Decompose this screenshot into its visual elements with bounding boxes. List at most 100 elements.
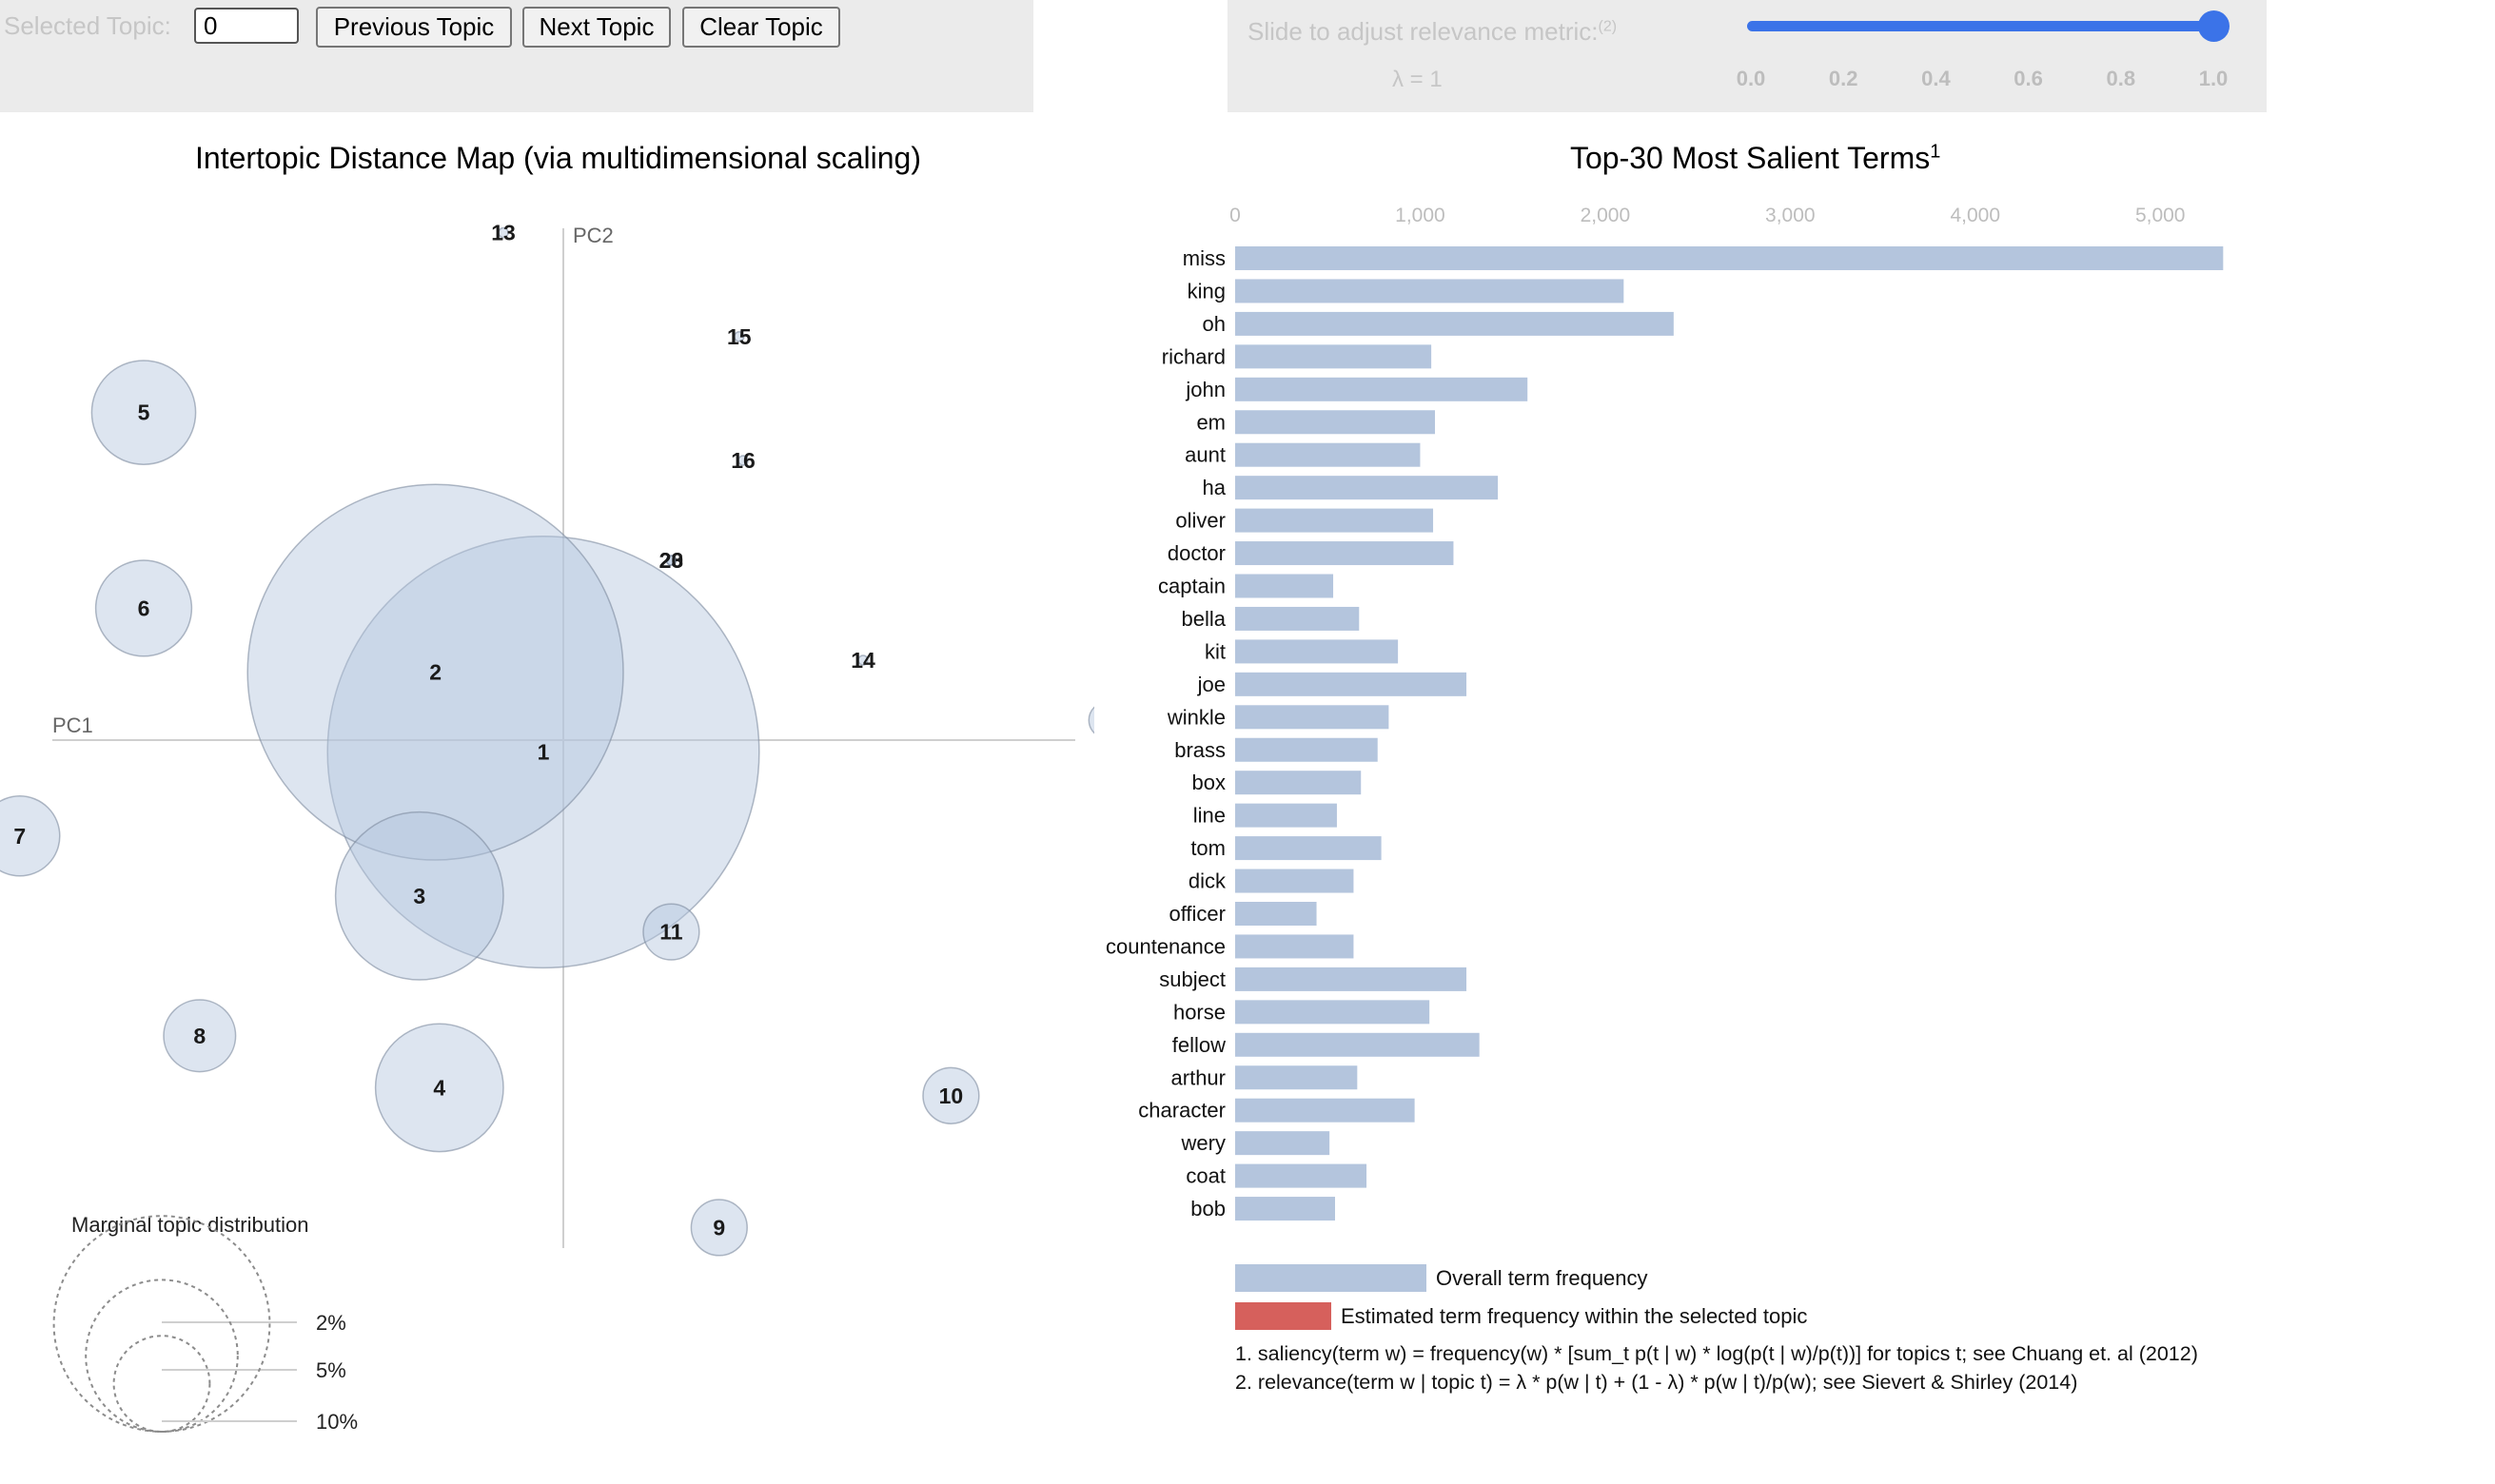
relevance-slider-label: Slide to adjust relevance metric:(2) (1248, 17, 1617, 47)
term-label: coat (1186, 1164, 1226, 1188)
relevance-slider-label-text: Slide to adjust relevance metric: (1248, 17, 1599, 46)
previous-topic-button[interactable]: Previous Topic (316, 7, 512, 48)
topic-label: 5 (138, 400, 150, 425)
term-label: captain (1158, 575, 1226, 598)
marginal-label: 10% (316, 1410, 358, 1434)
term-label: doctor (1168, 541, 1226, 565)
relevance-slider-handle[interactable] (2198, 10, 2230, 42)
x-tick-label: 2,000 (1581, 205, 1631, 226)
marginal-label: 5% (316, 1358, 346, 1382)
topic-label: 20 (659, 548, 684, 573)
term-label: horse (1173, 1000, 1226, 1024)
term-label: character (1138, 1099, 1226, 1123)
topic-bubble (1088, 706, 1094, 734)
term-label: oh (1203, 312, 1226, 336)
term-bar (1235, 246, 2224, 270)
slider-tick-label: 0.0 (1736, 67, 1766, 90)
term-bar (1235, 1032, 1480, 1057)
relevance-controls-panel (1228, 0, 2267, 112)
term-bar (1235, 508, 1434, 533)
marginal-label: 2% (316, 1311, 346, 1335)
term-label: countenance (1106, 934, 1226, 958)
legend-label-topic: Estimated term frequency within the sele… (1341, 1304, 1807, 1328)
topic-bubble (642, 903, 700, 961)
term-label: wery (1181, 1131, 1226, 1155)
term-label: joe (1197, 673, 1226, 696)
term-label: dick (1189, 869, 1227, 893)
clear-topic-button[interactable]: Clear Topic (682, 7, 840, 48)
slider-tick-label: 0.4 (1921, 67, 1951, 90)
topic-label: 9 (713, 1215, 725, 1240)
topic-bubble (90, 360, 197, 465)
salient-terms-title-footnote: 1 (1930, 141, 1941, 163)
topic-label: 2 (429, 660, 442, 685)
term-bar (1235, 803, 1337, 828)
term-bar (1235, 672, 1467, 696)
term-bar (1235, 934, 1354, 959)
topic-label: 3 (413, 884, 425, 908)
term-label: richard (1162, 344, 1226, 368)
salient-terms-bar-chart: 0 1,000 2,000 3,000 4,000 5,000 miss king oh rich… (1106, 205, 2224, 1394)
x-tick-label: 1,000 (1395, 205, 1445, 226)
pc2-axis-label: PC2 (573, 224, 614, 247)
topic-bubbles: 123456789101112131415162023 (0, 221, 1094, 1257)
topic-bubble (334, 810, 504, 981)
term-label: arthur (1171, 1065, 1226, 1089)
term-bar (1235, 771, 1362, 795)
topic-bubble (690, 1199, 748, 1257)
term-bar (1235, 639, 1399, 664)
topic-bubble (665, 555, 678, 566)
topic-controls-panel (0, 0, 1033, 112)
topic-label: 13 (491, 221, 516, 245)
topic-label: 10 (939, 1084, 964, 1108)
topic-label: 15 (727, 324, 752, 349)
term-label: winkle (1167, 705, 1226, 729)
topic-label: 23 (659, 548, 684, 573)
topic-bubble (857, 654, 869, 666)
slider-tick-label: 1.0 (2198, 67, 2229, 90)
topic-label: 8 (193, 1024, 206, 1048)
relevance-slider-track[interactable] (1747, 21, 2217, 31)
lambda-value: λ = 1 (1392, 67, 1443, 92)
topic-bubble (246, 483, 624, 861)
term-label: line (1193, 804, 1226, 828)
term-bar (1235, 442, 1421, 467)
marginal-circle (112, 1335, 211, 1433)
term-bar (1235, 476, 1499, 500)
term-label: tom (1190, 836, 1226, 860)
term-label: bella (1182, 607, 1227, 631)
topic-bubble (737, 455, 749, 466)
topic-label: 4 (433, 1075, 445, 1100)
term-label: miss (1183, 246, 1226, 270)
term-bar (1235, 737, 1378, 762)
term-bar (1235, 1131, 1330, 1156)
term-bar (1235, 1197, 1335, 1221)
term-bar (1235, 705, 1389, 730)
footnote-text: 1. saliency(term w) = frequency(w) * [su… (1235, 1342, 2198, 1365)
topic-bubble (498, 226, 509, 239)
selected-topic-input[interactable] (194, 8, 299, 44)
topic-label: 6 (138, 596, 150, 620)
marginal-title: Marginal topic distribution (71, 1213, 308, 1237)
legend-swatch-overall (1235, 1264, 1426, 1292)
next-topic-button[interactable]: Next Topic (522, 7, 671, 48)
term-bar (1235, 1098, 1415, 1123)
term-bar (1235, 1000, 1430, 1025)
term-label: brass (1174, 738, 1226, 762)
term-bar (1235, 410, 1435, 435)
topic-bubble (922, 1066, 980, 1124)
x-tick-label: 0 (1229, 205, 1241, 226)
topic-label: 1 (538, 740, 550, 765)
marginal-circle (85, 1279, 239, 1433)
term-label: john (1185, 378, 1226, 401)
term-bar (1235, 279, 1624, 303)
topic-label: 16 (731, 448, 756, 473)
term-label: box (1192, 771, 1226, 794)
term-label: king (1188, 279, 1226, 303)
topic-label: 7 (13, 824, 26, 849)
term-bar (1235, 967, 1467, 991)
term-bar (1235, 606, 1360, 631)
selected-topic-label: Selected Topic: (4, 11, 171, 40)
term-label: officer (1169, 902, 1226, 926)
term-label: fellow (1172, 1033, 1226, 1057)
